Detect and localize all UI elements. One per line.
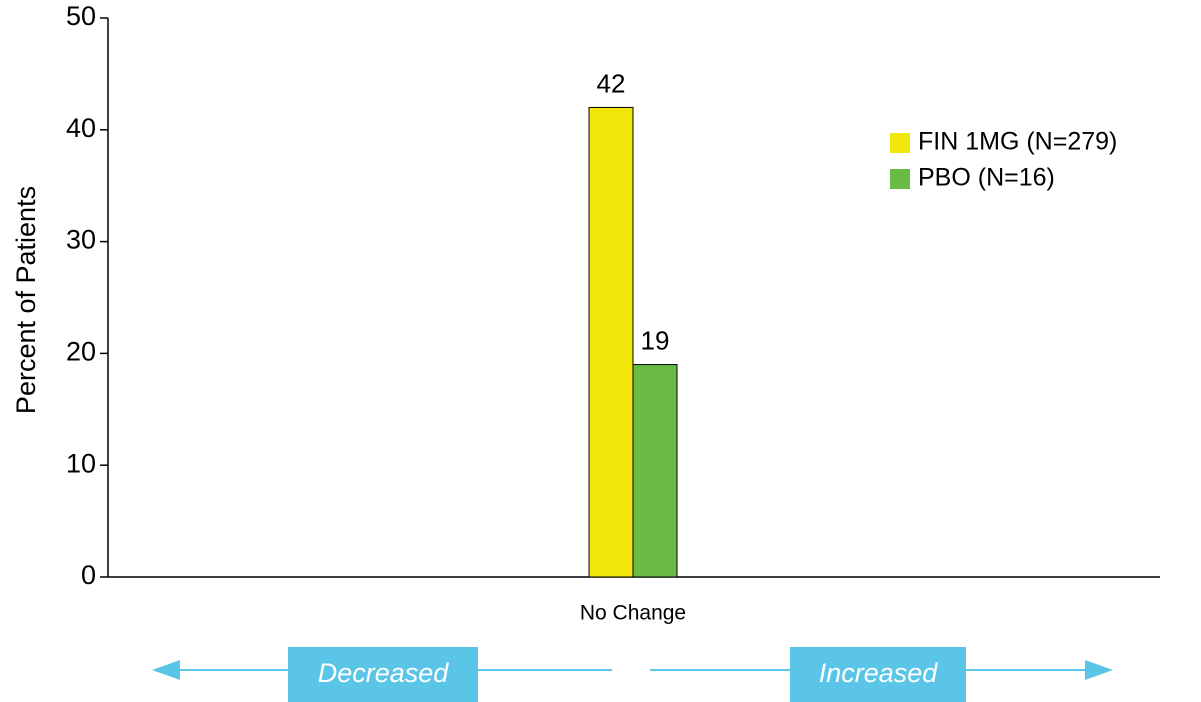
increased-arrow (650, 647, 1113, 702)
annotation: Increased (819, 658, 939, 688)
legend-swatch (890, 169, 910, 189)
y-tick-label: 30 (66, 225, 96, 255)
y-tick-label: 50 (66, 1, 96, 31)
legend-swatch (890, 133, 910, 153)
data-label: 42 (597, 68, 626, 98)
data-label: 19 (641, 325, 670, 355)
legend-label: PBO (N=16) (918, 164, 1055, 192)
bar (588, 106, 634, 578)
y-tick-label: 20 (66, 337, 96, 367)
y-tick-label: 10 (66, 448, 96, 478)
decreased-arrow (152, 647, 612, 702)
bar (632, 364, 678, 578)
x-tick-label: No Change (580, 602, 686, 625)
y-axis-label: Percent of Patients (11, 186, 41, 414)
annotation: Decreased (318, 658, 450, 688)
legend-label: FIN 1MG (N=279) (918, 128, 1117, 156)
y-tick-label: 0 (81, 560, 96, 590)
y-tick-label: 40 (66, 113, 96, 143)
